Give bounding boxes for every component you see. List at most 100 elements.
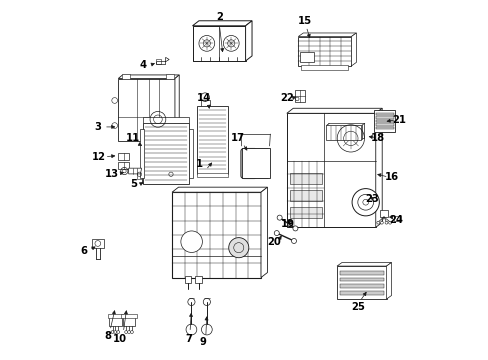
Bar — [143, 117, 189, 123]
Bar — [339, 284, 383, 288]
Bar — [298, 37, 351, 66]
Polygon shape — [192, 21, 251, 26]
Text: 7: 7 — [185, 333, 192, 343]
Bar — [121, 314, 137, 318]
Polygon shape — [128, 168, 142, 174]
Polygon shape — [172, 187, 267, 192]
Circle shape — [124, 330, 127, 333]
Text: 14: 14 — [197, 93, 211, 103]
Text: 9: 9 — [200, 337, 206, 347]
Circle shape — [291, 238, 296, 243]
Circle shape — [130, 330, 133, 333]
Circle shape — [388, 221, 391, 224]
Text: 22: 22 — [279, 93, 293, 103]
Bar — [375, 123, 393, 126]
Bar — [375, 127, 393, 130]
Text: 23: 23 — [364, 194, 378, 204]
FancyBboxPatch shape — [241, 148, 257, 179]
Text: 12: 12 — [92, 152, 106, 162]
Polygon shape — [351, 33, 356, 66]
Bar — [140, 129, 144, 178]
Text: 3: 3 — [95, 122, 102, 132]
Circle shape — [376, 221, 379, 224]
Polygon shape — [298, 33, 356, 37]
Polygon shape — [286, 108, 382, 113]
Text: 19: 19 — [281, 219, 295, 229]
Polygon shape — [325, 123, 364, 126]
Bar — [375, 113, 393, 115]
Polygon shape — [336, 262, 391, 266]
Polygon shape — [118, 75, 179, 78]
Bar — [339, 271, 383, 275]
Bar — [165, 74, 174, 78]
Polygon shape — [92, 239, 103, 248]
Text: 18: 18 — [370, 133, 384, 143]
Circle shape — [181, 231, 202, 252]
Bar — [394, 216, 400, 221]
Bar — [241, 148, 269, 178]
Text: 5: 5 — [130, 179, 137, 189]
Text: 16: 16 — [384, 172, 398, 182]
Bar — [301, 65, 348, 69]
Bar — [107, 314, 123, 318]
Bar — [201, 100, 209, 106]
Circle shape — [274, 230, 279, 235]
Bar — [188, 129, 192, 178]
Polygon shape — [245, 21, 251, 61]
Bar — [290, 207, 321, 218]
Bar — [290, 190, 321, 201]
Text: 21: 21 — [391, 115, 406, 125]
Polygon shape — [168, 169, 173, 179]
Text: 17: 17 — [230, 133, 244, 143]
Bar — [197, 173, 227, 177]
Circle shape — [111, 330, 114, 333]
Circle shape — [228, 238, 248, 258]
Polygon shape — [261, 187, 267, 278]
FancyBboxPatch shape — [253, 148, 269, 179]
Text: 8: 8 — [104, 331, 111, 341]
Bar — [195, 276, 202, 283]
Bar — [373, 110, 394, 132]
Text: 4: 4 — [140, 60, 146, 70]
Circle shape — [127, 330, 130, 333]
Bar — [118, 78, 175, 141]
Bar — [375, 120, 393, 122]
Bar — [286, 113, 375, 227]
Bar — [184, 276, 191, 283]
Bar — [375, 116, 393, 119]
Text: 24: 24 — [388, 215, 402, 225]
Circle shape — [380, 221, 383, 224]
Bar — [325, 126, 361, 140]
Bar — [197, 106, 227, 174]
Bar — [294, 90, 304, 102]
Bar — [339, 278, 383, 282]
Circle shape — [114, 330, 117, 333]
Text: 13: 13 — [104, 168, 119, 179]
Circle shape — [117, 330, 120, 333]
Bar — [379, 211, 387, 217]
Bar — [109, 316, 122, 326]
Text: 25: 25 — [351, 302, 365, 312]
Circle shape — [277, 215, 282, 220]
Bar — [122, 74, 129, 78]
Polygon shape — [375, 108, 382, 227]
Bar — [328, 123, 363, 138]
Polygon shape — [156, 57, 169, 64]
Bar — [156, 59, 161, 64]
Circle shape — [362, 199, 368, 205]
Bar — [143, 123, 189, 184]
Text: 15: 15 — [297, 17, 311, 27]
Polygon shape — [175, 75, 179, 141]
Bar — [326, 125, 362, 139]
Bar — [148, 160, 159, 166]
Bar — [142, 166, 168, 183]
Bar — [122, 316, 135, 326]
Bar — [290, 173, 321, 184]
Polygon shape — [137, 169, 142, 179]
Circle shape — [357, 194, 373, 210]
Text: 2: 2 — [216, 12, 223, 22]
Bar — [339, 291, 383, 294]
Circle shape — [292, 226, 297, 231]
Bar — [192, 26, 245, 61]
Polygon shape — [386, 262, 391, 299]
